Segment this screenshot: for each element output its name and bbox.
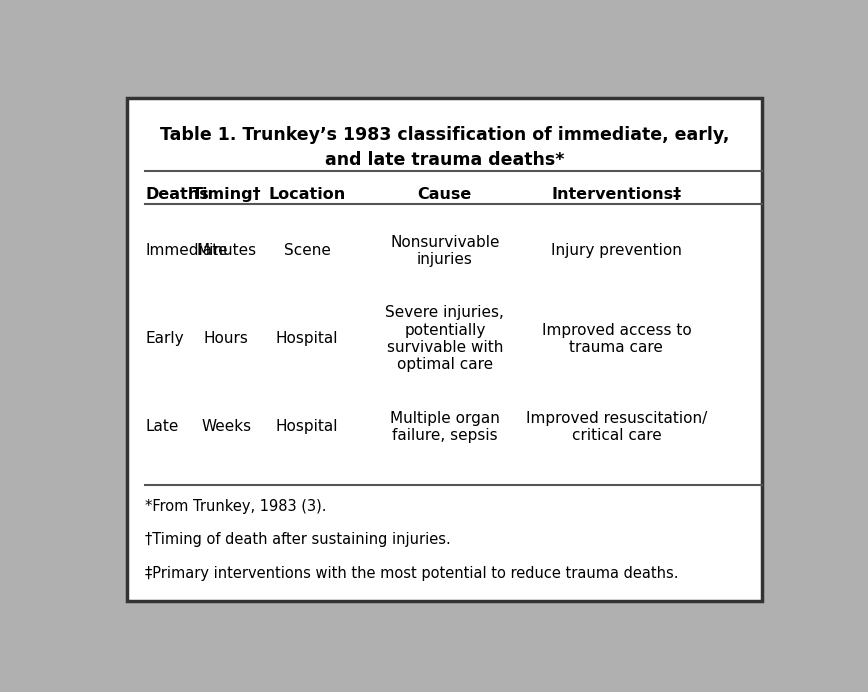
Text: Multiple organ
failure, sepsis: Multiple organ failure, sepsis	[390, 410, 500, 443]
Text: Late: Late	[146, 419, 179, 434]
Text: Interventions‡: Interventions‡	[551, 188, 681, 203]
FancyBboxPatch shape	[128, 98, 762, 601]
Text: Improved resuscitation/
critical care: Improved resuscitation/ critical care	[526, 410, 707, 443]
Text: Nonsurvivable
injuries: Nonsurvivable injuries	[390, 235, 500, 267]
Text: Minutes: Minutes	[196, 244, 256, 258]
Text: ‡Primary interventions with the most potential to reduce trauma deaths.: ‡Primary interventions with the most pot…	[146, 566, 679, 581]
Text: and late trauma deaths*: and late trauma deaths*	[326, 152, 564, 170]
Text: Improved access to
trauma care: Improved access to trauma care	[542, 322, 691, 355]
Text: Location: Location	[268, 188, 345, 203]
Text: *From Trunkey, 1983 (3).: *From Trunkey, 1983 (3).	[146, 499, 327, 513]
Text: Weeks: Weeks	[201, 419, 251, 434]
Text: Scene: Scene	[284, 244, 331, 258]
Text: Timing†: Timing†	[192, 188, 261, 203]
Text: Early: Early	[146, 331, 184, 346]
Text: Cause: Cause	[418, 188, 472, 203]
Text: Hours: Hours	[204, 331, 248, 346]
Text: Immediate: Immediate	[146, 244, 228, 258]
Text: Injury prevention: Injury prevention	[551, 244, 682, 258]
Text: Deaths: Deaths	[146, 188, 209, 203]
Text: Table 1. Trunkey’s 1983 classification of immediate, early,: Table 1. Trunkey’s 1983 classification o…	[161, 126, 729, 144]
Text: Hospital: Hospital	[276, 331, 339, 346]
Text: †Timing of death after sustaining injuries.: †Timing of death after sustaining injuri…	[146, 532, 451, 547]
Text: Hospital: Hospital	[276, 419, 339, 434]
Text: Severe injuries,
potentially
survivable with
optimal care: Severe injuries, potentially survivable …	[385, 305, 504, 372]
